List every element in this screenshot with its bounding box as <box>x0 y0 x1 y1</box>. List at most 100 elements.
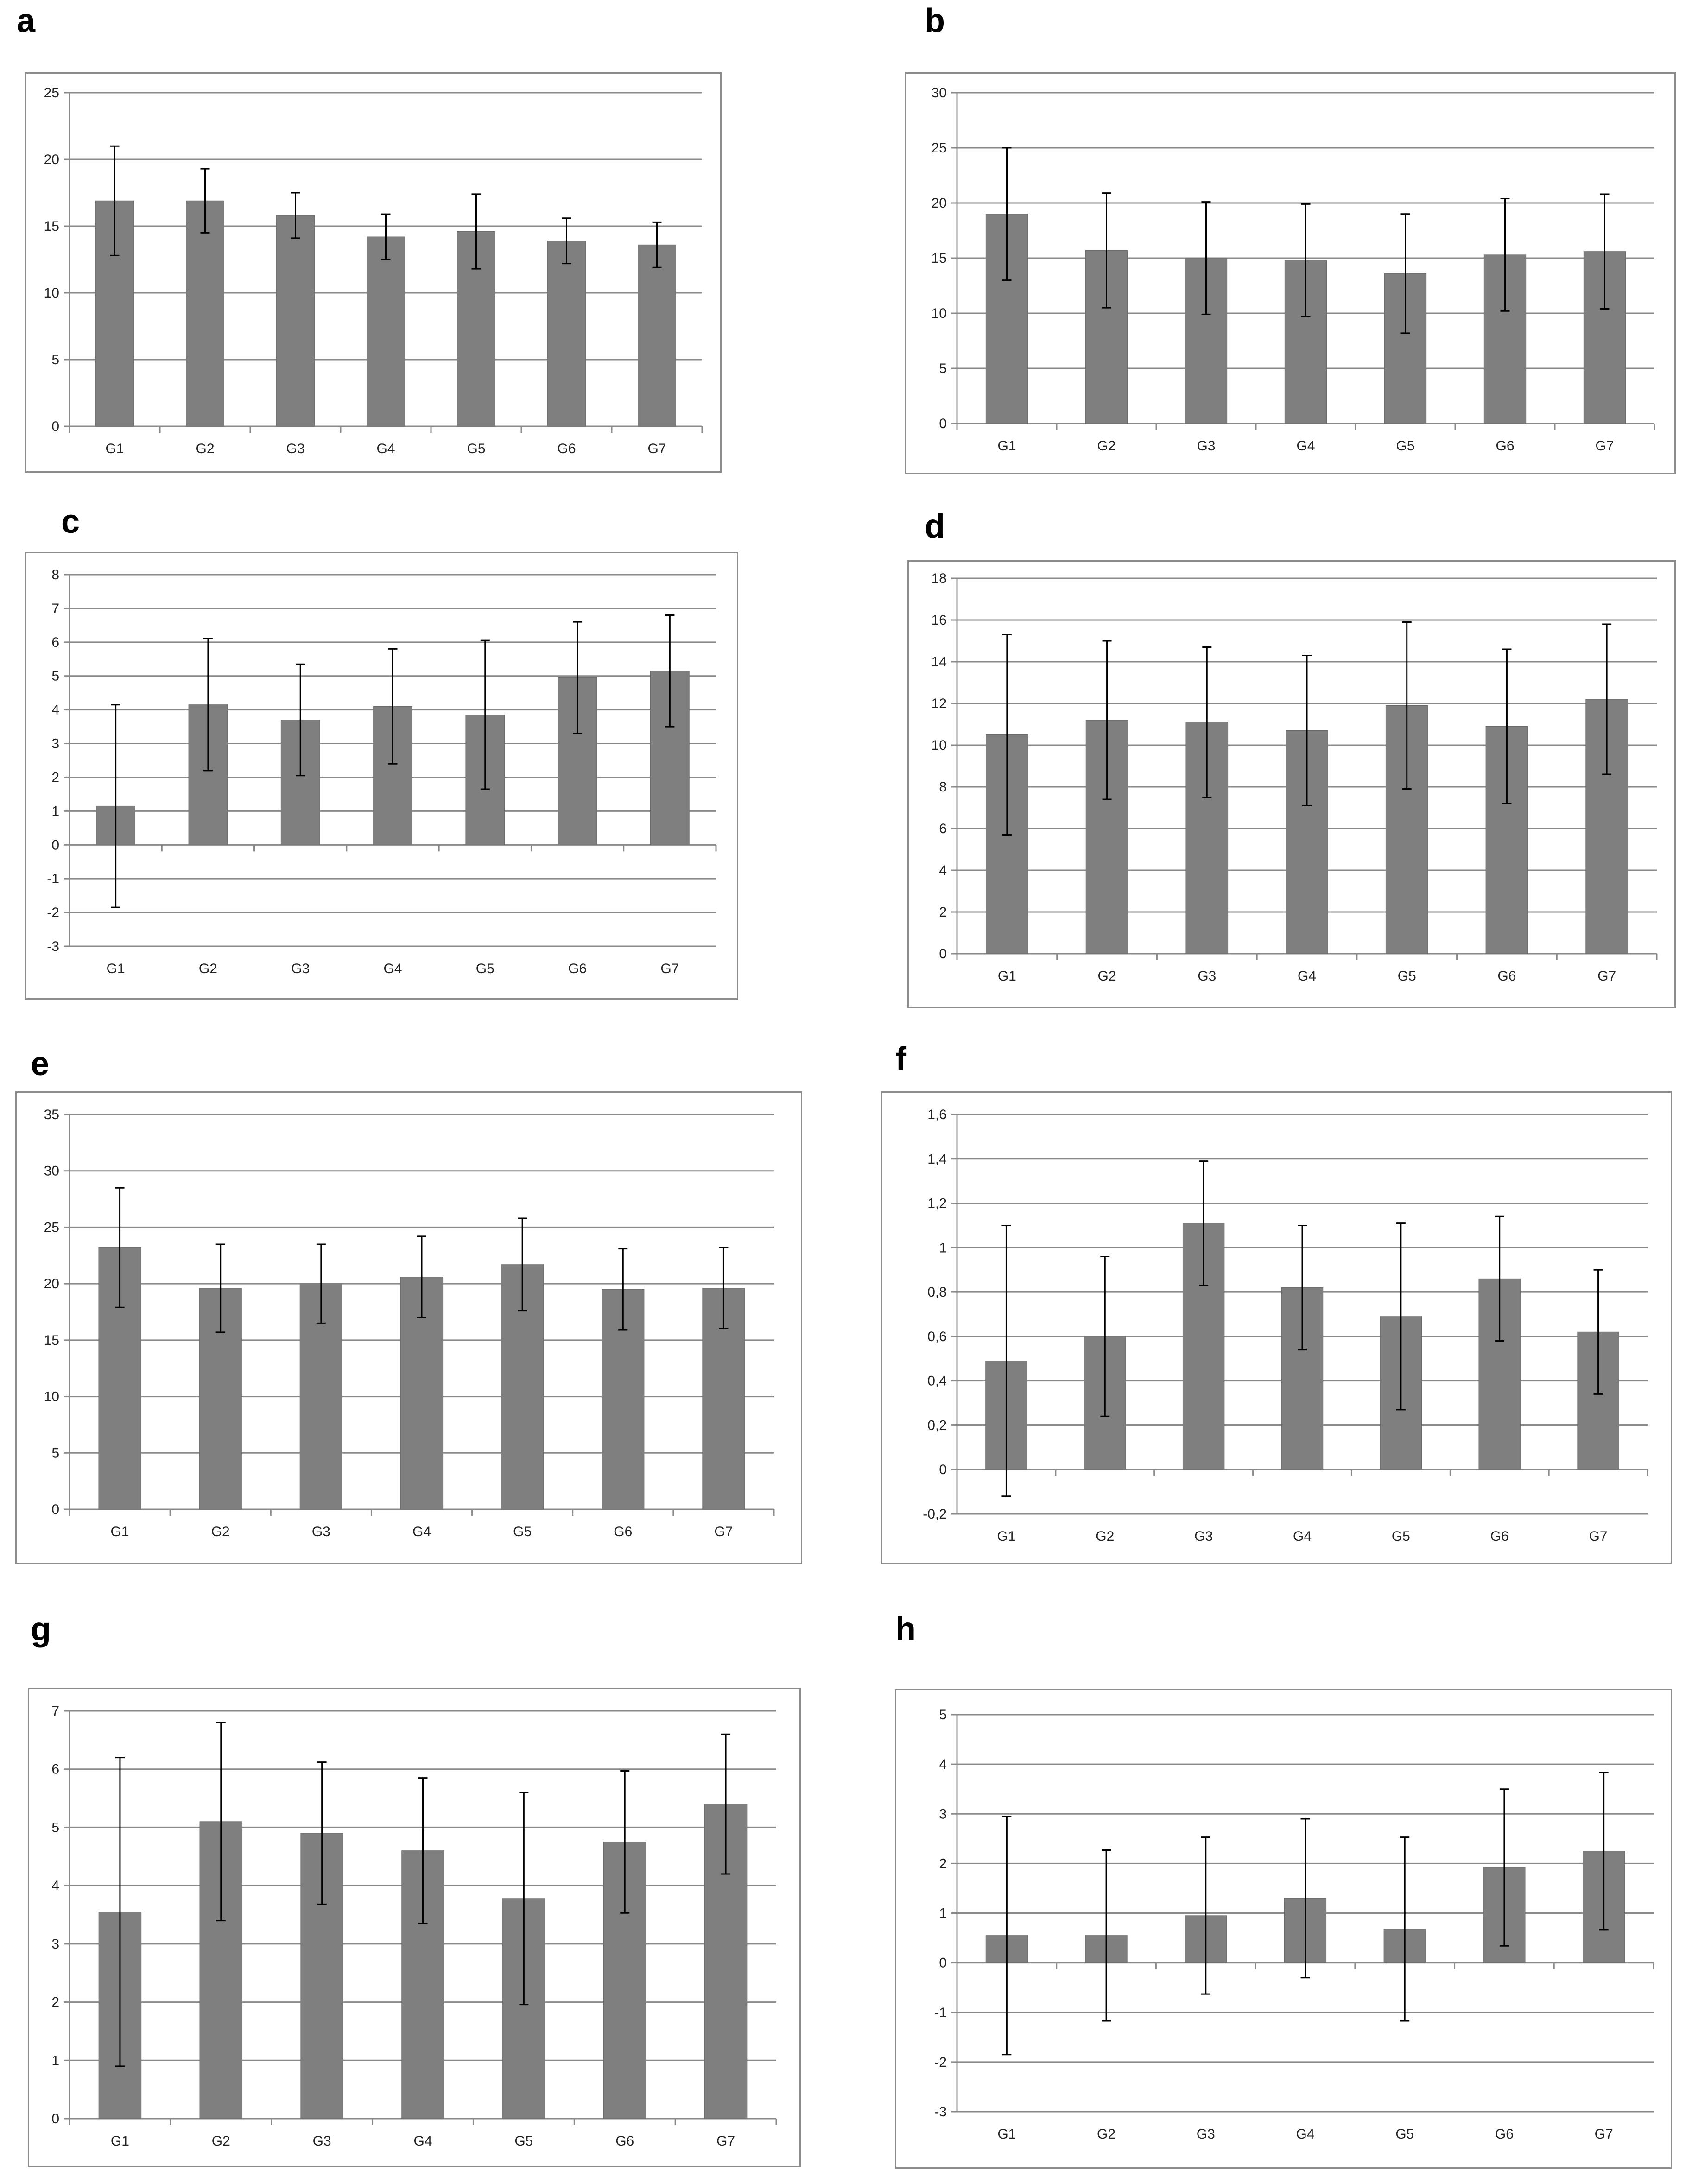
chart-frame-f <box>881 1091 1672 1564</box>
y-tick-label-g: 5 <box>51 1820 59 1835</box>
y-tick-label-h: -1 <box>934 2005 947 2020</box>
y-tick-label-f: 0,4 <box>927 1374 947 1389</box>
y-tick-label-c: 8 <box>51 567 59 582</box>
x-category-label-h: G6 <box>1495 2127 1514 2142</box>
x-category-label-b: G4 <box>1296 438 1315 454</box>
x-category-label-b: G7 <box>1595 438 1614 454</box>
y-tick-label-b: 20 <box>932 196 947 211</box>
y-tick-label-a: 25 <box>44 85 59 101</box>
bar-a-G3 <box>276 215 315 427</box>
y-tick-label-h: -3 <box>934 2104 947 2120</box>
chart-frame-h <box>895 1689 1672 2169</box>
bar-a-G4 <box>367 236 405 427</box>
bar-c-G2 <box>188 704 228 845</box>
x-category-label-e: G5 <box>513 1524 532 1539</box>
x-category-label-c: G1 <box>107 961 125 976</box>
y-tick-label-c: 4 <box>51 703 59 718</box>
x-category-label-b: G6 <box>1496 438 1514 454</box>
panel-label-a: a <box>17 2 36 39</box>
x-category-label-f: G6 <box>1490 1529 1509 1544</box>
y-tick-label-c: -2 <box>47 905 59 920</box>
x-category-label-e: G2 <box>211 1524 230 1539</box>
y-tick-label-e: 10 <box>44 1389 59 1405</box>
y-tick-label-c: 6 <box>51 635 59 650</box>
panel-label-f: f <box>895 1041 906 1078</box>
y-tick-label-g: 4 <box>51 1878 59 1893</box>
x-category-label-d: G3 <box>1198 969 1216 984</box>
y-tick-label-g: 6 <box>51 1762 59 1777</box>
y-tick-label-f: 0,2 <box>927 1418 947 1433</box>
y-tick-label-f: 1,2 <box>927 1196 947 1211</box>
x-category-label-a: G3 <box>286 441 304 456</box>
chart-frame-g <box>28 1688 801 2167</box>
x-category-label-d: G7 <box>1597 969 1616 984</box>
y-tick-label-c: 3 <box>51 736 59 752</box>
y-tick-label-f: 0 <box>939 1462 947 1477</box>
x-category-label-b: G1 <box>997 438 1016 454</box>
x-category-label-h: G7 <box>1595 2127 1613 2142</box>
x-category-label-e: G7 <box>714 1524 733 1539</box>
chart-frame-e <box>15 1091 802 1564</box>
y-tick-label-d: 0 <box>939 946 947 962</box>
x-category-label-a: G6 <box>557 441 576 456</box>
y-tick-label-g: 3 <box>51 1937 59 1952</box>
y-tick-label-c: 0 <box>51 837 59 853</box>
y-tick-label-c: -1 <box>47 871 59 886</box>
x-category-label-c: G7 <box>660 961 679 976</box>
y-tick-label-d: 14 <box>932 654 947 670</box>
x-category-label-g: G5 <box>514 2133 533 2149</box>
x-category-label-f: G4 <box>1293 1529 1312 1544</box>
panel-label-g: g <box>31 1611 51 1648</box>
y-tick-label-d: 4 <box>939 863 947 878</box>
y-tick-label-h: 3 <box>939 1806 947 1822</box>
y-tick-label-d: 10 <box>932 738 947 753</box>
y-tick-label-c: -3 <box>47 939 59 954</box>
x-category-label-g: G2 <box>212 2133 230 2149</box>
x-category-label-e: G6 <box>614 1524 632 1539</box>
y-tick-label-b: 30 <box>932 85 947 101</box>
x-category-label-c: G4 <box>383 961 402 976</box>
y-tick-label-c: 1 <box>51 804 59 819</box>
x-category-label-f: G1 <box>997 1529 1015 1544</box>
y-tick-label-g: 7 <box>51 1703 59 1719</box>
y-tick-label-g: 2 <box>51 1995 59 2010</box>
y-tick-label-h: 0 <box>939 1956 947 1971</box>
chart-frame-c <box>25 552 738 1000</box>
y-tick-label-f: 0,8 <box>927 1285 947 1300</box>
x-category-label-d: G5 <box>1398 969 1416 984</box>
x-category-label-h: G5 <box>1395 2127 1414 2142</box>
y-tick-label-c: 5 <box>51 669 59 684</box>
panel-label-e: e <box>31 1045 50 1083</box>
x-category-label-g: G3 <box>313 2133 331 2149</box>
y-tick-label-f: 1,6 <box>927 1107 947 1122</box>
bar-a-G7 <box>638 244 676 427</box>
y-tick-label-g: 1 <box>51 2053 59 2068</box>
y-tick-label-b: 15 <box>932 251 947 266</box>
y-tick-label-h: 2 <box>939 1856 947 1871</box>
x-category-label-d: G2 <box>1098 969 1116 984</box>
y-tick-label-h: 5 <box>939 1707 947 1722</box>
x-category-label-f: G7 <box>1589 1529 1608 1544</box>
bar-a-G6 <box>547 241 586 427</box>
y-tick-label-h: -2 <box>934 2055 947 2070</box>
x-category-label-e: G3 <box>312 1524 330 1539</box>
y-tick-label-c: 7 <box>51 601 59 616</box>
y-tick-label-e: 25 <box>44 1220 59 1235</box>
y-tick-label-d: 8 <box>939 779 947 795</box>
y-tick-label-a: 20 <box>44 152 59 167</box>
y-tick-label-b: 5 <box>939 361 947 376</box>
x-category-label-h: G4 <box>1296 2127 1314 2142</box>
x-category-label-b: G2 <box>1097 438 1115 454</box>
y-tick-label-f: -0,2 <box>923 1507 947 1522</box>
y-tick-label-d: 18 <box>932 571 947 586</box>
x-category-label-h: G3 <box>1197 2127 1215 2142</box>
x-category-label-h: G2 <box>1097 2127 1115 2142</box>
y-tick-label-e: 15 <box>44 1333 59 1348</box>
y-tick-label-d: 6 <box>939 821 947 836</box>
y-tick-label-a: 5 <box>51 352 59 367</box>
y-tick-label-g: 0 <box>51 2111 59 2127</box>
y-tick-label-b: 10 <box>932 306 947 321</box>
y-tick-label-e: 20 <box>44 1276 59 1291</box>
chart-frame-a <box>25 72 722 473</box>
panel-label-d: d <box>925 508 945 545</box>
